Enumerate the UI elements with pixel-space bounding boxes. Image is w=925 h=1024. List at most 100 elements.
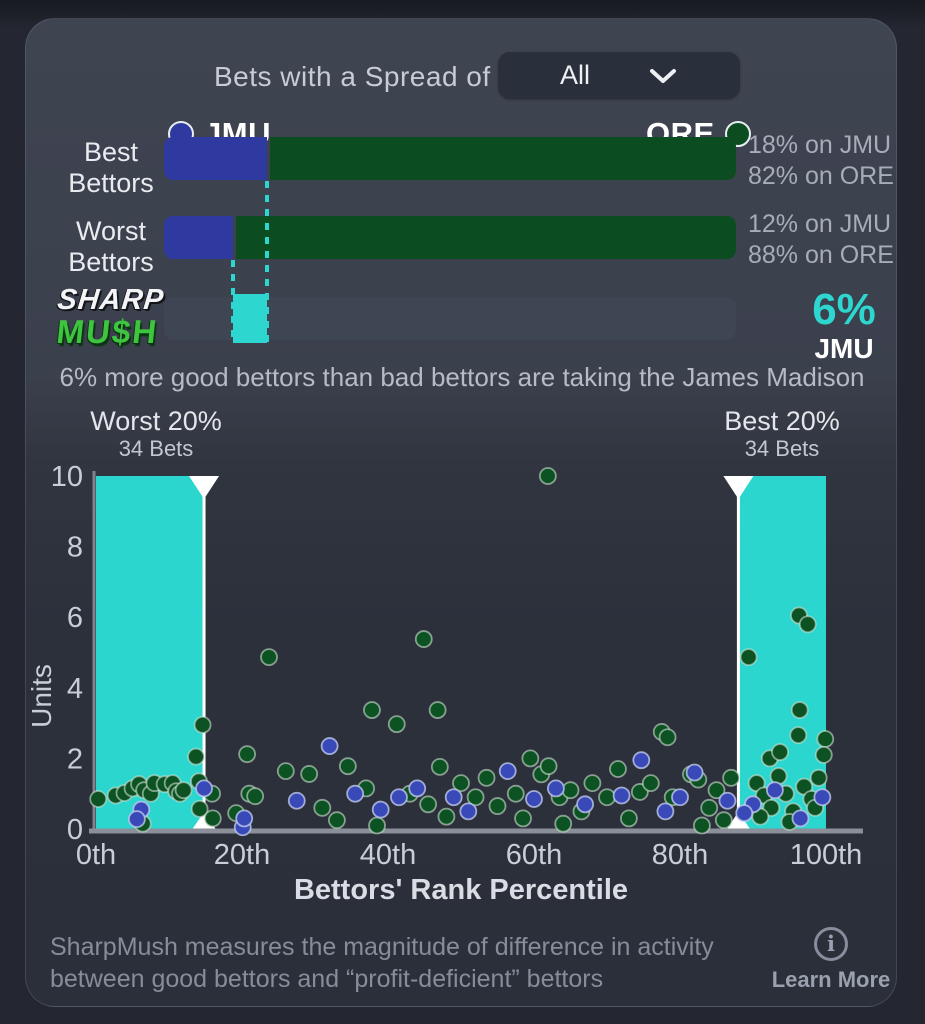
- scatter-dot-ore: [363, 701, 381, 719]
- scatter-dot-jmu: [576, 795, 594, 814]
- x-tick-label: 0th: [76, 839, 116, 871]
- scatter-dot-ore: [814, 745, 833, 764]
- scatter-dot-ore: [789, 726, 808, 745]
- scatter-dot-ore: [714, 811, 733, 830]
- insight-caption: 6% more good bettors than bad bettors ar…: [59, 362, 865, 392]
- scatter-dot-ore: [428, 701, 447, 719]
- scatter-dot-ore: [609, 760, 627, 778]
- scatter-dot-jmu: [632, 751, 651, 770]
- y-axis-title: Units: [31, 664, 57, 728]
- scatter-dot-ore: [300, 765, 319, 783]
- mush-value: 6%: [812, 285, 876, 334]
- scatter-dot-ore: [538, 467, 557, 485]
- scatter-dot-ore: [313, 798, 332, 817]
- scatter-dot-jmu: [791, 809, 810, 828]
- scatter-dot-ore: [798, 615, 817, 634]
- highlight-band-worst: [96, 476, 205, 829]
- scatter-dot-ore: [514, 809, 532, 828]
- scatter-dot-ore: [771, 743, 789, 761]
- worst-bettors-annotation: 12% on JMU 88% on ORE: [748, 210, 894, 269]
- worst-band-title: Worst 20%: [90, 406, 222, 436]
- scatter-dot-ore: [816, 730, 835, 748]
- spread-filter-dropdown[interactable]: All: [498, 52, 740, 99]
- best-bettors-label: Best Bettors: [68, 137, 154, 198]
- best-band-title: Best 20%: [724, 406, 840, 436]
- best-pct-dotted-line: [265, 181, 269, 342]
- scatter-dot-ore: [276, 762, 295, 781]
- best-band-subtitle: 34 Bets: [744, 436, 820, 461]
- scatter-dot-ore: [658, 728, 677, 747]
- scatter-dot-jmu: [235, 809, 254, 828]
- scatter-dot-ore: [466, 788, 485, 807]
- learn-more-link[interactable]: Learn More: [771, 967, 891, 992]
- scatter-dot-ore: [414, 630, 433, 648]
- y-tick-label: 8: [67, 532, 83, 564]
- worst-bettors-label: Worst Bettors: [68, 216, 154, 277]
- scatter-dot-ore: [260, 648, 278, 666]
- scatter-dot-jmu: [346, 784, 365, 803]
- scatter-dot-ore: [641, 774, 660, 793]
- scatter-dot-ore: [620, 809, 638, 828]
- x-axis-title: Bettors' Rank Percentile: [294, 874, 628, 906]
- scatter-dot-ore: [598, 788, 616, 807]
- scatter-dot-ore: [238, 745, 257, 764]
- scatter-dot-jmu: [390, 788, 408, 807]
- x-tick-label: 100th: [790, 839, 863, 871]
- scatter-dot-ore: [327, 811, 346, 830]
- sharpmush-logo-bottom: MU$H: [54, 313, 161, 350]
- scatter-dot-ore: [246, 787, 265, 806]
- y-tick-label: 0: [67, 814, 83, 846]
- scatter-dot-ore: [368, 816, 386, 835]
- footer-description: SharpMush measures the magnitude of diff…: [50, 933, 714, 993]
- scatter-dot-jmu: [408, 779, 427, 798]
- scatter-dot-ore: [583, 774, 602, 793]
- worst-ore-segment: [235, 216, 736, 259]
- scatter-dot-jmu: [287, 791, 306, 810]
- scatter-dot-ore: [739, 648, 758, 666]
- y-tick-label: 2: [67, 743, 83, 775]
- scatter-dot-ore: [477, 768, 496, 787]
- x-tick-label: 40th: [360, 839, 416, 871]
- info-icon[interactable]: i: [814, 927, 848, 961]
- scatter-dot-jmu: [320, 737, 339, 755]
- scatter-dot-jmu: [685, 763, 704, 782]
- scatter-dot-ore: [539, 757, 558, 776]
- scatter-dot-ore: [707, 781, 726, 800]
- scatter-dot-ore: [561, 781, 580, 800]
- scatter-dot-ore: [387, 715, 406, 734]
- worst-band-subtitle: 34 Bets: [118, 436, 194, 461]
- scatter-dot-jmu: [459, 802, 478, 821]
- scatter-dot-ore: [452, 774, 470, 793]
- best-bettors-annotation: 18% on JMU 82% on ORE: [748, 131, 894, 190]
- mush-meter-segment: [232, 294, 267, 343]
- scatter-dot-jmu: [671, 788, 689, 807]
- scatter-dot-jmu: [813, 788, 832, 807]
- scatter-dot-ore: [554, 814, 573, 833]
- scatter-dot-jmu: [444, 788, 463, 807]
- scatter-dot-ore: [203, 809, 222, 828]
- scatter-dot-jmu: [498, 762, 517, 781]
- scatter-dot-ore: [700, 798, 719, 817]
- scatter-dot-ore: [809, 768, 828, 787]
- worst-jmu-segment: [164, 216, 233, 259]
- spread-filter-label: Bets with a Spread of: [214, 61, 491, 92]
- best-ore-segment: [269, 137, 736, 180]
- scatter-dot-ore: [488, 797, 507, 815]
- scatter-dot-ore: [174, 781, 193, 800]
- x-tick-label: 80th: [652, 839, 708, 871]
- band-top-marker: [723, 476, 754, 499]
- scatter-dot-jmu: [127, 810, 146, 829]
- scatter-dot-ore: [190, 799, 209, 818]
- scatter-dot-ore: [521, 749, 540, 768]
- scatter-dot-jmu: [371, 800, 390, 819]
- scatter-dot-jmu: [718, 791, 737, 810]
- y-tick-label: 10: [51, 461, 83, 493]
- worst-bettors-bar: [164, 216, 736, 259]
- best-jmu-segment: [164, 137, 267, 180]
- scatter-dot-ore: [430, 757, 449, 776]
- scatter-dot-jmu: [525, 790, 543, 808]
- learn-more-block: i Learn More: [751, 927, 911, 993]
- band-top-marker: [189, 476, 220, 499]
- scatter-dot-ore: [437, 807, 456, 826]
- x-tick-label: 20th: [214, 839, 270, 871]
